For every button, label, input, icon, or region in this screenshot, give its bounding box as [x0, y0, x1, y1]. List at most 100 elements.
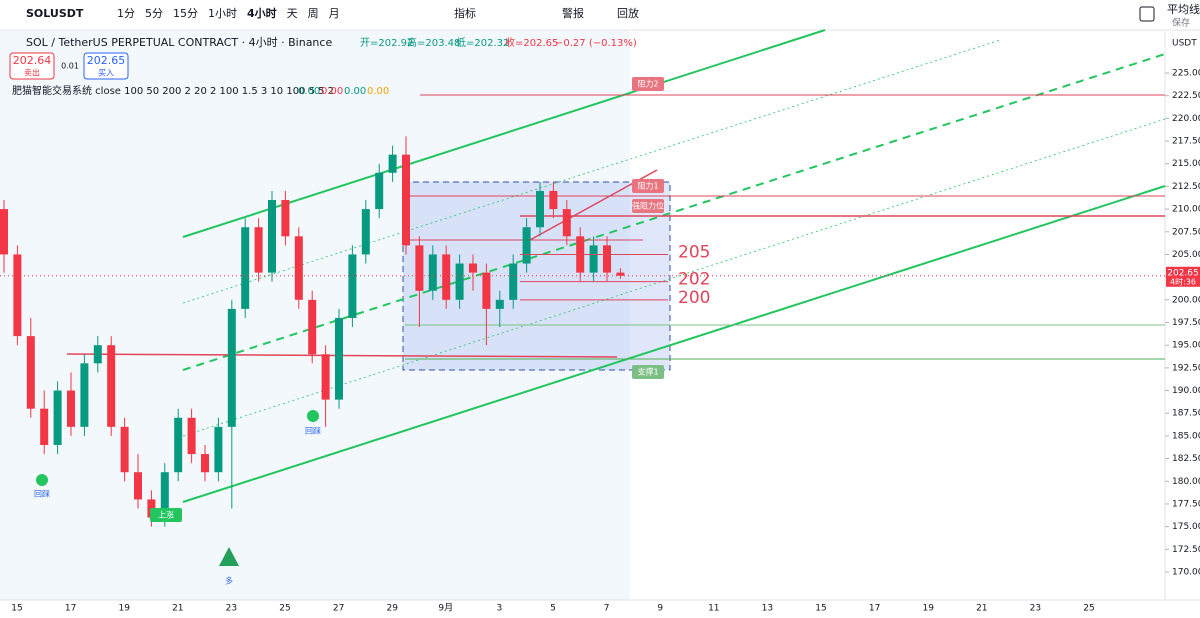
candle-body [254, 227, 263, 273]
buy-price[interactable]: 202.65 [87, 54, 126, 67]
candle-body [361, 209, 370, 255]
legend-title: SOL / TetherUS PERPETUAL CONTRACT · 4小时 … [26, 36, 332, 49]
indicator-value: 0.00 [321, 86, 343, 97]
x-tick-label: 23 [226, 604, 237, 614]
candle-body [549, 190, 558, 210]
alerts-button[interactable]: 警报 [562, 6, 584, 20]
candle-body [482, 272, 491, 309]
y-tick-label: 222.50 [1172, 91, 1200, 101]
y-tick-label: 182.50 [1172, 454, 1200, 464]
candle-body [80, 363, 89, 427]
candle-body [268, 200, 276, 273]
x-tick-label: 17 [869, 604, 880, 614]
candle-body [26, 336, 35, 409]
x-tick-label: 7 [604, 604, 610, 614]
tag-box [632, 199, 664, 213]
interval-button[interactable]: 5分 [145, 7, 163, 20]
channel-lower [182, 185, 1166, 503]
interval-button[interactable]: 周 [308, 7, 319, 20]
x-tick-label: 13 [762, 604, 773, 614]
tag-label: 上涨 [158, 510, 174, 520]
indicator-value: 0.00 [367, 86, 389, 97]
sell-label[interactable]: 卖出 [24, 68, 40, 78]
signal-dot [307, 410, 319, 422]
candle-body [40, 408, 49, 445]
x-tick-label: 19 [922, 604, 934, 614]
y-tick-label: 210.00 [1172, 205, 1200, 215]
x-tick-label: 9 [657, 604, 663, 614]
y-tick-label: 220.00 [1172, 114, 1200, 124]
replay-button[interactable]: 回放 [617, 6, 639, 20]
tag-label: 阻力2 [637, 79, 658, 89]
tag-label: 强阻力位 [632, 201, 664, 211]
y-tick-label: 190.00 [1172, 386, 1200, 396]
sell-price[interactable]: 202.64 [13, 54, 52, 67]
legend-low: 低=202.32 [456, 36, 509, 49]
x-tick-label: 11 [708, 604, 719, 614]
x-tick-label: 19 [118, 604, 130, 614]
y-tick-label: 185.00 [1172, 431, 1200, 441]
y-tick-label: 207.50 [1172, 227, 1200, 237]
y-tick-label: 200.00 [1172, 295, 1200, 305]
buy-label[interactable]: 买入 [98, 69, 114, 78]
candle-body [616, 272, 625, 276]
price-tag-value: 202.65 [1167, 268, 1199, 278]
candle-body [201, 454, 209, 473]
currency: USDT [1172, 39, 1197, 49]
spread: 0.01 [61, 62, 79, 71]
candle-body [388, 154, 397, 173]
tag-box [632, 179, 664, 193]
interval-button[interactable]: 15分 [173, 7, 198, 20]
x-tick-label: 15 [815, 604, 826, 614]
x-tick-label: 25 [279, 604, 290, 614]
candle-body [160, 472, 169, 518]
level-label: 205 [678, 242, 710, 262]
channel-mid [182, 53, 1166, 371]
tag-label: 支撑1 [637, 367, 658, 377]
indicator-legend: 肥猫智能交易系统 close 100 50 200 2 20 2 100 1.5… [12, 84, 334, 97]
candle-body [603, 245, 611, 273]
candle-body [509, 263, 518, 300]
checkbox[interactable] [1139, 6, 1155, 22]
layout-name[interactable]: 平均线 [1167, 2, 1200, 16]
candle-body [214, 426, 223, 473]
candle-body [428, 254, 437, 291]
candle-body [415, 245, 424, 291]
x-tick-label: 3 [497, 604, 503, 614]
y-tick-label: 225.00 [1172, 69, 1200, 79]
tag-label: 阻力1 [637, 181, 658, 191]
interval-button[interactable]: 月 [329, 7, 340, 20]
legend-open: 开=202.92 [360, 38, 413, 49]
buy-button[interactable] [83, 52, 129, 80]
interval-button[interactable]: 1分 [117, 7, 135, 20]
x-tick-label: 9月 [438, 603, 453, 614]
x-tick-label: 15 [11, 604, 22, 614]
indicators-button[interactable]: 指标 [454, 6, 476, 20]
price-tag [1166, 266, 1200, 287]
candle-body [562, 209, 571, 237]
sell-button[interactable] [9, 52, 55, 80]
signal-dot [36, 474, 48, 486]
y-tick-label: 175.00 [1172, 522, 1200, 532]
y-tick-label: 187.50 [1172, 409, 1200, 419]
indicator-value: 0.00 [298, 86, 320, 97]
save-button[interactable]: 保存 [1172, 17, 1190, 29]
candle-body [348, 254, 357, 318]
interval-button[interactable]: 1小时 [208, 7, 237, 20]
interval-button[interactable]: 天 [287, 7, 298, 20]
candle-body [442, 254, 451, 300]
y-tick-label: 212.50 [1172, 182, 1200, 192]
y-tick-label: 172.50 [1172, 545, 1200, 555]
candle-body [522, 227, 531, 264]
y-tick-label: 217.50 [1172, 137, 1200, 147]
x-tick-label: 23 [1030, 604, 1041, 614]
legend-high: 高=203.48 [407, 36, 460, 49]
level-label: 202 [678, 270, 710, 290]
symbol[interactable]: SOLUSDT [26, 7, 84, 20]
channel-quarter [182, 118, 1166, 437]
x-tick-label: 29 [386, 604, 398, 614]
tag-box [632, 365, 664, 379]
y-tick-label: 197.50 [1172, 318, 1200, 328]
interval-button[interactable]: 4小时 [247, 6, 277, 20]
